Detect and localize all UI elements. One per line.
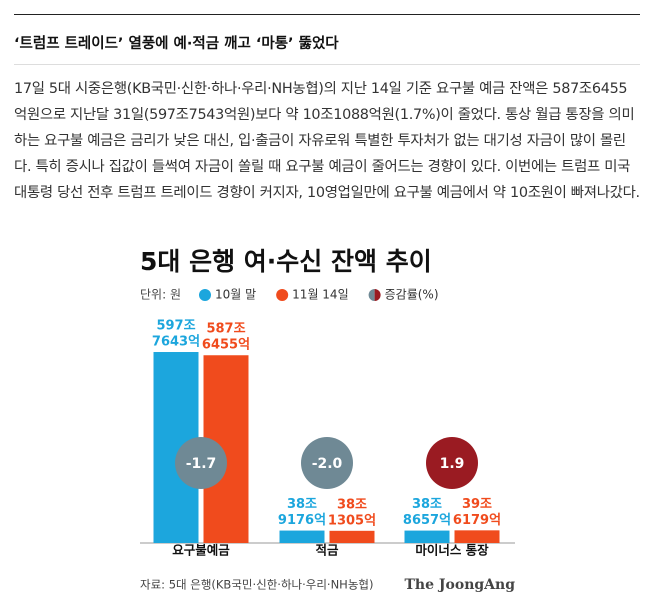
legend-swatch bbox=[374, 289, 381, 301]
x-tick-label: 마이너스 통장 bbox=[415, 543, 489, 558]
legend-label: 10월 말 bbox=[215, 288, 256, 302]
bar bbox=[329, 530, 375, 543]
data-label: 38조 bbox=[412, 497, 442, 512]
bar bbox=[454, 530, 500, 543]
legend-swatch bbox=[199, 289, 211, 301]
data-label: 38조 bbox=[337, 497, 367, 512]
data-label: 1305억 bbox=[328, 513, 376, 528]
source: 자료: 5대 은행(KB국민·신한·하나·우리·NH농협) bbox=[140, 578, 373, 592]
data-label: 8657억 bbox=[403, 513, 451, 528]
legend-label: 증감률(%) bbox=[385, 288, 439, 302]
data-label: 7643억 bbox=[152, 335, 200, 350]
chart: 5대 은행 여·수신 잔액 추이 단위: 원 자료: 5대 은행(KB국민·신한… bbox=[140, 247, 516, 593]
legend-swatch bbox=[276, 289, 289, 301]
data-label: 597조 bbox=[156, 319, 195, 334]
top-rule bbox=[14, 14, 640, 15]
x-tick-label: 요구불예금 bbox=[172, 543, 230, 558]
bar bbox=[279, 530, 325, 543]
headline: ‘트럼프 트레이드’ 열풍에 예·적금 깨고 ‘마통’ 뚫었다 bbox=[14, 36, 339, 52]
divider bbox=[14, 64, 640, 65]
data-label: 6179억 bbox=[453, 513, 501, 528]
change-label: -1.7 bbox=[186, 456, 217, 472]
legend-label: 11월 14일 bbox=[292, 288, 348, 302]
chart-title: 5대 은행 여·수신 잔액 추이 bbox=[140, 247, 432, 276]
data-label: 39조 bbox=[462, 497, 492, 512]
change-label: -2.0 bbox=[312, 456, 343, 472]
change-bubble bbox=[426, 437, 478, 489]
data-label: 587조 bbox=[206, 322, 245, 337]
x-tick-label: 적금 bbox=[315, 543, 339, 558]
bar bbox=[404, 530, 450, 543]
data-label: 9176억 bbox=[278, 513, 326, 528]
data-label: 38조 bbox=[287, 497, 317, 512]
logo: The JoongAng bbox=[405, 577, 516, 593]
change-bubble bbox=[301, 437, 353, 489]
data-label: 6455억 bbox=[202, 338, 250, 353]
article-body: 17일 5대 시중은행(KB국민·신한·하나·우리·NH농협)의 지난 14일 … bbox=[14, 81, 640, 201]
legend-swatch bbox=[368, 289, 375, 301]
change-bubble bbox=[175, 437, 227, 489]
unit-label: 단위: 원 bbox=[140, 288, 181, 302]
change-label: 1.9 bbox=[440, 456, 465, 472]
